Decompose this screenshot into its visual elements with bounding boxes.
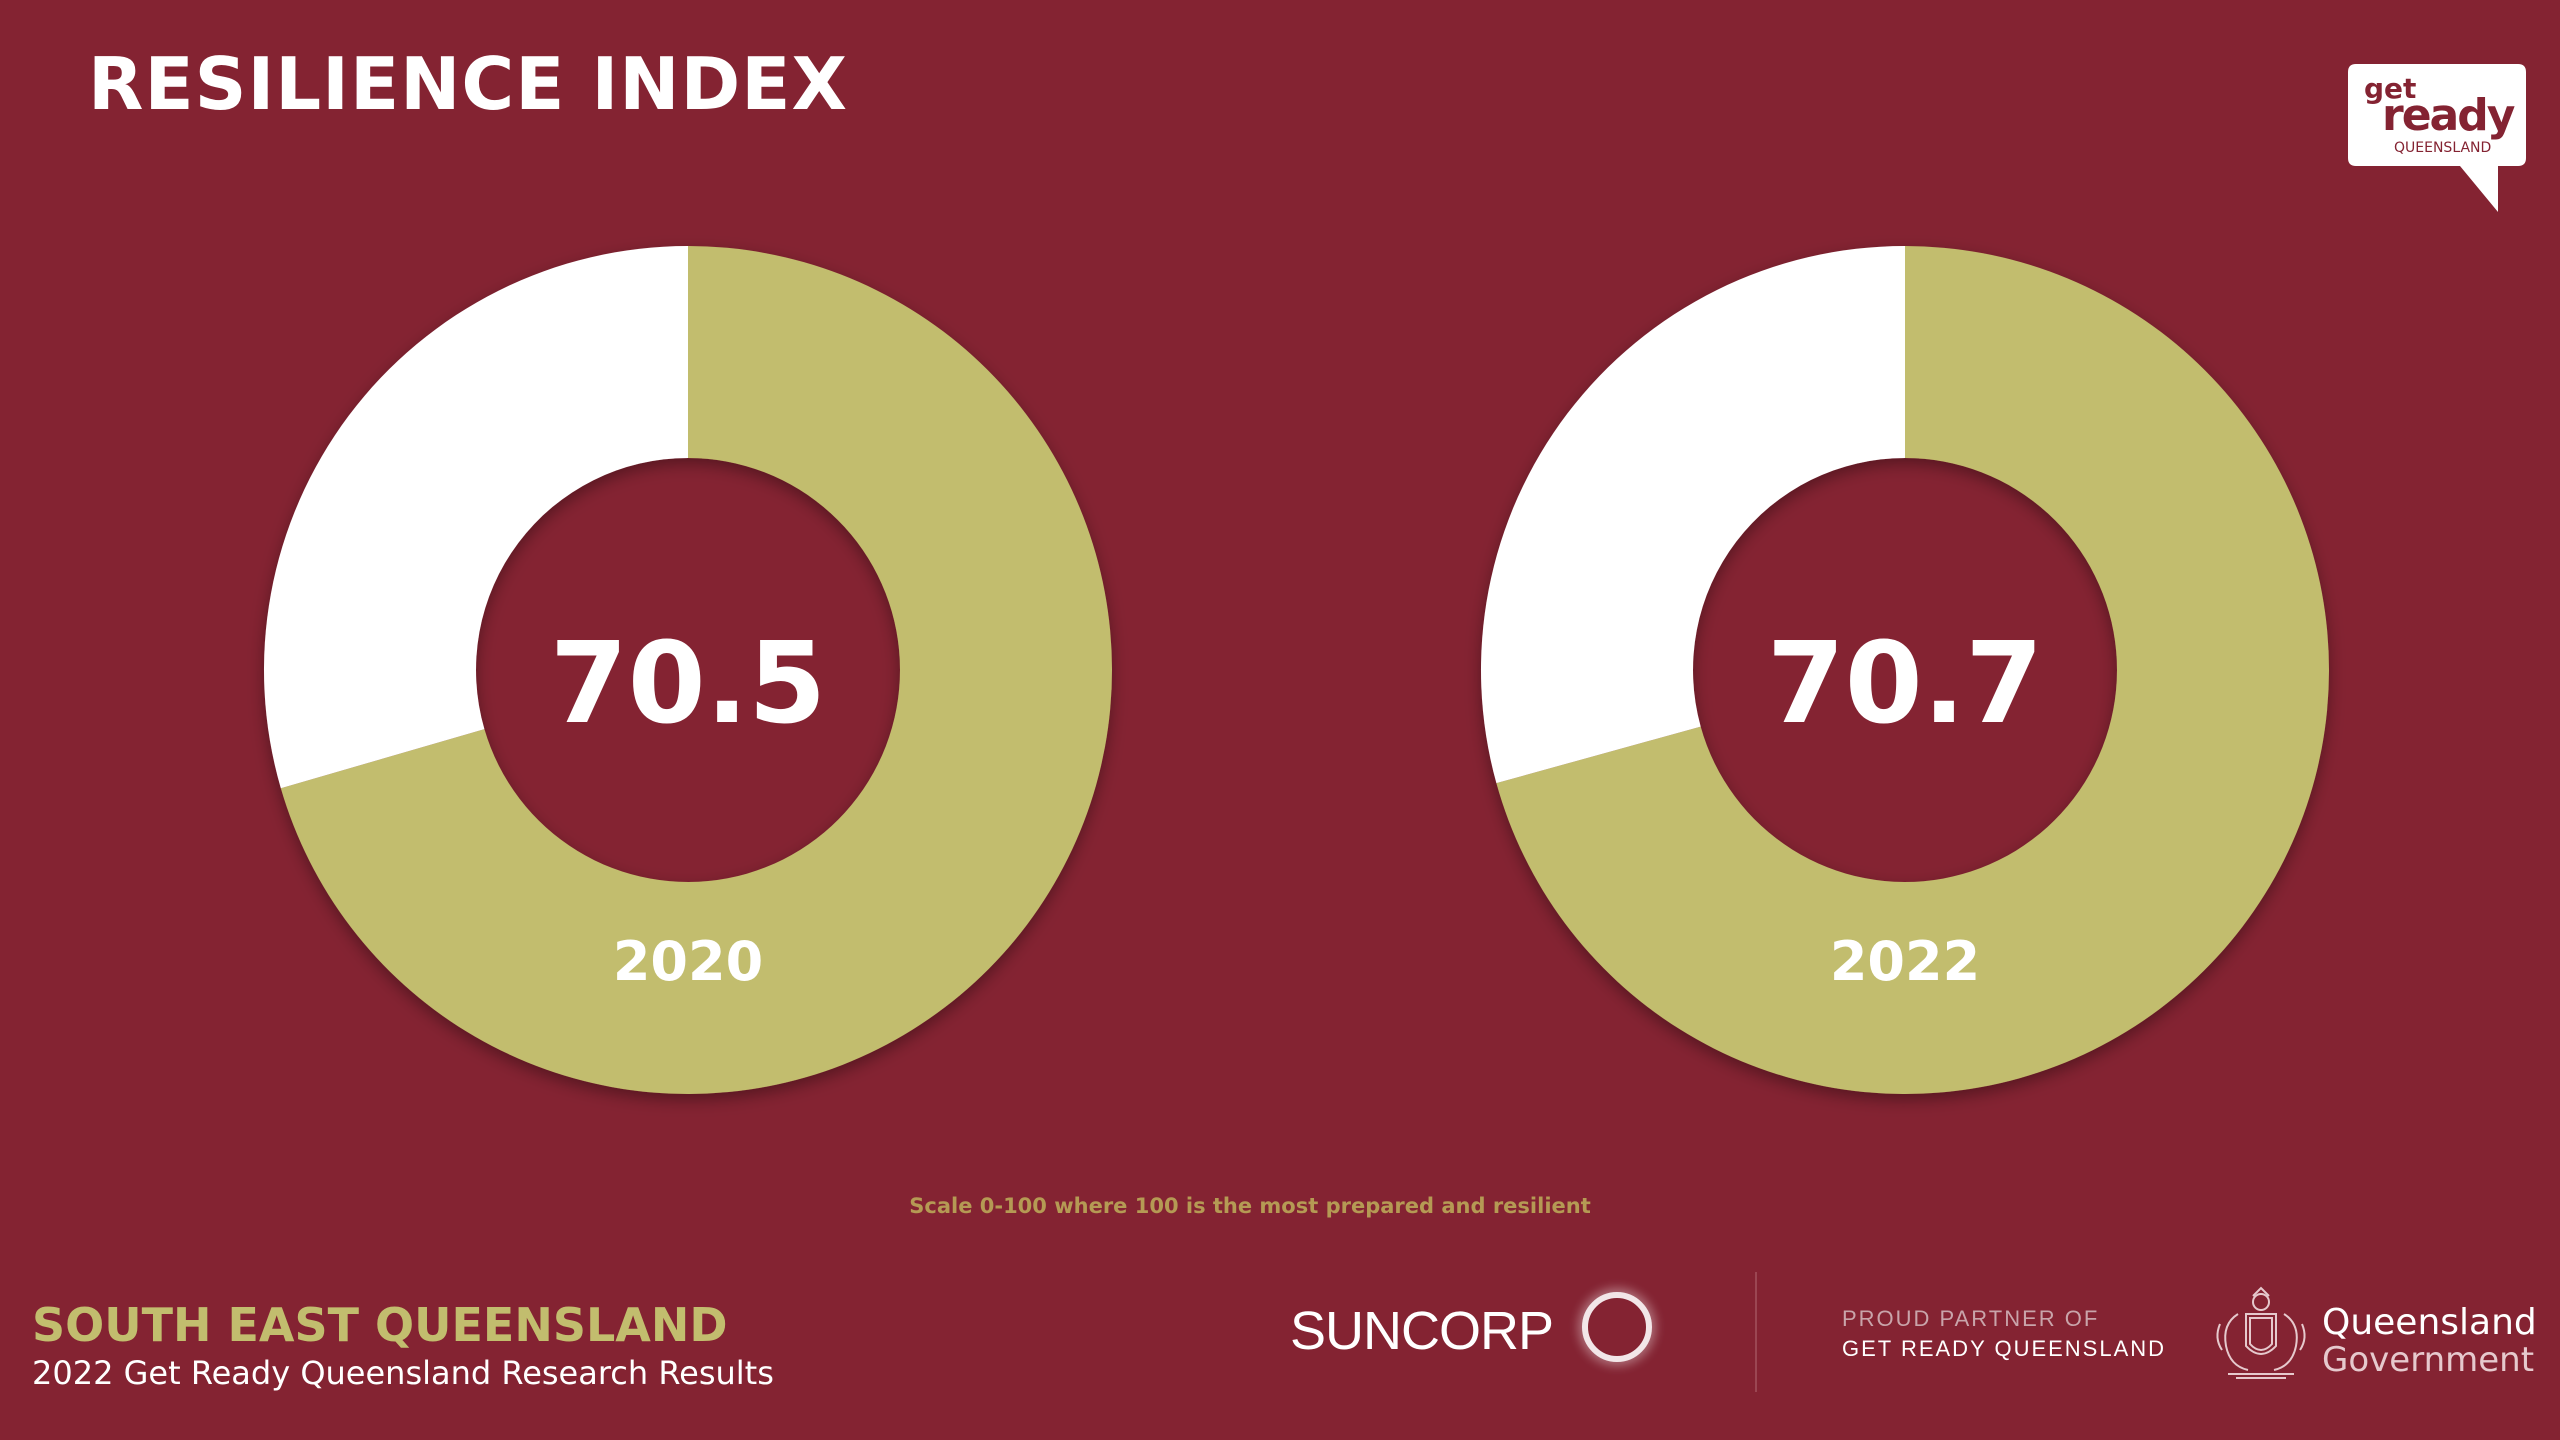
donut-value-label-2022: 70.7 [1767, 619, 2043, 749]
donut-category-label-2022: 2022 [1830, 930, 1980, 993]
page-title: RESILIENCE INDEX [88, 42, 848, 126]
government-line-1: Queensland [2322, 1302, 2537, 1343]
donut-value-label-2020: 70.5 [550, 619, 826, 749]
donut-chart-2022 [1480, 246, 2329, 1094]
logo-ready: ready [2382, 90, 2515, 141]
footer-divider [1755, 1272, 1757, 1392]
logo-queensland: QUEENSLAND [2394, 140, 2491, 156]
scale-note: Scale 0-100 where 100 is the most prepar… [909, 1194, 1591, 1218]
suncorp-logo-text: SUNCORP [1290, 1301, 1554, 1361]
donut-chart-2020 [263, 246, 1113, 1094]
get-ready-queensland-logo: get ready QUEENSLAND [2348, 64, 2526, 212]
government-line-2: Government [2322, 1340, 2535, 1380]
footer-subtitle: 2022 Get Ready Queensland Research Resul… [32, 1354, 774, 1392]
footer-region: SOUTH EAST QUEENSLAND [32, 1298, 728, 1352]
partner-line-1: PROUD PARTNER OF [1842, 1306, 2100, 1331]
donut-segment-remainder-2022 [1480, 246, 1905, 784]
donut-category-label-2020: 2020 [613, 930, 763, 993]
logo-get: get [2364, 72, 2416, 105]
partner-line-2: GET READY QUEENSLAND [1842, 1336, 2167, 1361]
coat-of-arms-icon [2216, 1286, 2306, 1379]
donut-segment-remainder-2020 [263, 246, 688, 789]
donut-segment-score-2020 [280, 246, 1113, 1094]
ring-icon [1582, 1292, 1652, 1362]
speech-bubble-logo [2348, 64, 2526, 212]
donut-segment-score-2022 [1496, 246, 2329, 1094]
